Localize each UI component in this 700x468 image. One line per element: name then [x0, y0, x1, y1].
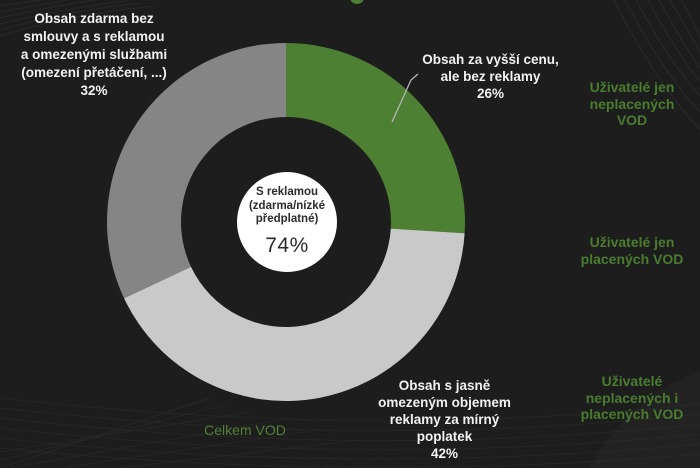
- donut-slice: [124, 228, 465, 401]
- center-value-text: 74%: [265, 233, 309, 257]
- donut-slice: [286, 43, 465, 234]
- audience-label-unpaid-and-paid: Uživatelé neplacených i placených VOD: [580, 373, 684, 422]
- donut-slices: [106, 43, 465, 401]
- audience-label-paid-only: Uživatelé jen placených VOD: [580, 234, 684, 267]
- topleft-mesh-decoration: [0, 0, 156, 37]
- segment-label-limited-ads-fee: Obsah s jasně omezeným objemem reklamy z…: [378, 378, 511, 461]
- audience-label-unpaid-only: Uživatelé jen neplacených VOD: [589, 79, 675, 128]
- bottom-net-decoration: [0, 397, 700, 468]
- clipped-title-fragment: [350, 0, 364, 4]
- center-label-text: S reklamou (zdarma/nízké předplatné): [248, 186, 326, 226]
- leader-line: [391, 73, 419, 123]
- donut-center-label: S reklamou (zdarma/nízké předplatné) 74%: [232, 172, 342, 272]
- segment-label-free-with-ads: Obsah zdarma bez smlouvy a s reklamou a …: [20, 11, 168, 98]
- topright-arcs-decoration: [613, 0, 700, 131]
- total-vod-label: Celkem VOD: [204, 422, 286, 438]
- center-circle: [237, 172, 337, 272]
- segment-label-higher-price-no-ads: Obsah za vyšší cenu, ale bez reklamy 26%: [422, 52, 559, 101]
- donut-slice: [106, 43, 286, 299]
- corner-circle-decoration: [590, 371, 700, 468]
